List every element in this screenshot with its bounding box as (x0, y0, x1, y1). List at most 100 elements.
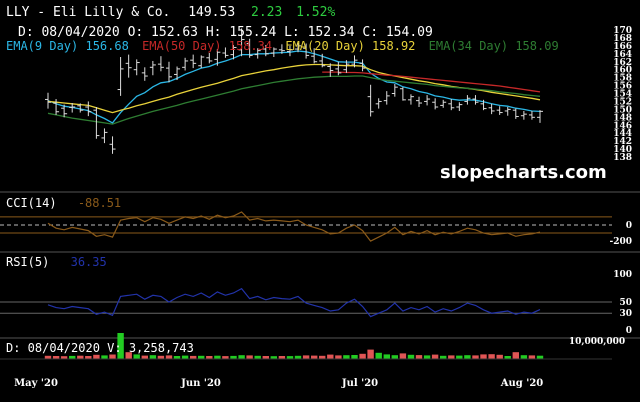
candle (303, 43, 310, 59)
candle (45, 92, 51, 109)
cci-label: CCI(14) (6, 196, 57, 210)
volume-bar (335, 355, 342, 359)
ema-lines (47, 50, 541, 125)
price-tick-label: 144 (613, 129, 632, 139)
rsi-value: 36.35 (71, 255, 107, 269)
volume-bar (431, 354, 439, 359)
volume-bar (407, 354, 415, 359)
volume-bar (230, 355, 237, 359)
volume-bar (141, 355, 148, 359)
volume-bar (472, 355, 479, 359)
candle (254, 48, 261, 59)
price-tick-label: 142 (613, 137, 632, 147)
candle (424, 95, 431, 106)
candle (174, 66, 181, 81)
watermark-text: slopecharts.com (440, 162, 607, 183)
price-tick-label: 140 (613, 145, 632, 155)
candle (319, 53, 326, 68)
volume-bar (448, 355, 455, 359)
rsi-line (47, 287, 541, 318)
volume-panel (0, 333, 612, 360)
volume-bar (302, 355, 310, 359)
price-tick-label: 164 (613, 50, 632, 60)
price-tick-label: 154 (613, 90, 632, 100)
volume-bar (351, 355, 358, 359)
candle (311, 48, 318, 64)
ema-legend: EMA(9 Day) 156.68 EMA(50 Day) 158.34 EMA… (6, 39, 559, 53)
candle (149, 60, 156, 76)
volume-bar (278, 356, 286, 359)
price-tick-label: 152 (613, 97, 632, 107)
candle (238, 28, 245, 57)
symbol-title: LLY - Eli Lilly & Co. (6, 5, 170, 20)
volume-bar (173, 356, 181, 359)
volume-bar (101, 355, 108, 359)
candle (472, 95, 479, 105)
ema-line-ema-34-day- (47, 75, 541, 125)
candle (109, 136, 116, 154)
volume-bar (399, 353, 407, 359)
volume-bar (415, 355, 423, 359)
volume-bar (125, 352, 132, 359)
price-tick-label: 170 (613, 26, 632, 36)
candle (488, 103, 495, 115)
volume-tick-label: 10,000,000 (569, 337, 625, 347)
volume-bar (504, 356, 511, 359)
candle (480, 99, 487, 111)
volume-bar (294, 355, 302, 359)
candle (335, 61, 342, 76)
volume-bar (311, 355, 318, 359)
cci-tick-label: 0 (626, 221, 632, 231)
price-tick-label: 148 (613, 113, 632, 123)
volume-label: D: 08/04/2020 V: 3,258,743 (6, 341, 194, 355)
candle (383, 91, 390, 105)
ema-20-legend: EMA(20 Day) 158.92 (285, 39, 415, 53)
price-tick-label: 162 (613, 58, 632, 68)
volume-bar (165, 355, 173, 359)
candle (93, 106, 100, 139)
cci-panel: 0 -200 (0, 211, 632, 247)
volume-bar (60, 356, 68, 359)
candle (230, 45, 237, 60)
volume-bar (536, 355, 544, 359)
volume-bar (52, 356, 60, 359)
price-tick-label: 156 (613, 82, 632, 92)
candle (416, 96, 423, 107)
x-tick-label: Jun '20 (180, 378, 221, 389)
volume-bar (214, 355, 221, 359)
volume-bar (117, 333, 124, 359)
volume-bar (157, 355, 165, 359)
candle (157, 56, 164, 72)
volume-bar (262, 356, 269, 359)
x-tick-label: Jul '20 (341, 378, 378, 389)
candle (101, 128, 108, 144)
volume-bar (270, 356, 277, 359)
candle (343, 60, 350, 73)
ema-9-legend: EMA(9 Day) 156.68 (6, 39, 129, 53)
volume-bar (190, 355, 197, 359)
volume-bar (480, 354, 487, 359)
volume-bar (520, 355, 528, 359)
volume-bar (488, 354, 495, 359)
rsi-tick-label: 0 (626, 326, 632, 336)
candle (133, 59, 140, 76)
volume-bar (93, 354, 100, 359)
candle (141, 67, 148, 81)
volume-bar (206, 356, 213, 359)
volume-bar (254, 355, 261, 359)
candle (278, 44, 285, 54)
price-tick-label: 166 (613, 42, 632, 52)
x-tick-label: May '20 (14, 378, 58, 389)
volume-bar (440, 355, 447, 359)
rsi-tick-label: 50 (619, 298, 632, 308)
volume-bar (181, 355, 189, 359)
header-line: LLY - Eli Lilly & Co. 149.53 2.23 1.52% (6, 5, 335, 20)
volume-bar (77, 355, 84, 359)
candle (537, 110, 543, 123)
volume-bar (375, 352, 382, 359)
volume-bar (149, 355, 157, 359)
candle (262, 45, 269, 57)
volume-bar (44, 355, 52, 359)
